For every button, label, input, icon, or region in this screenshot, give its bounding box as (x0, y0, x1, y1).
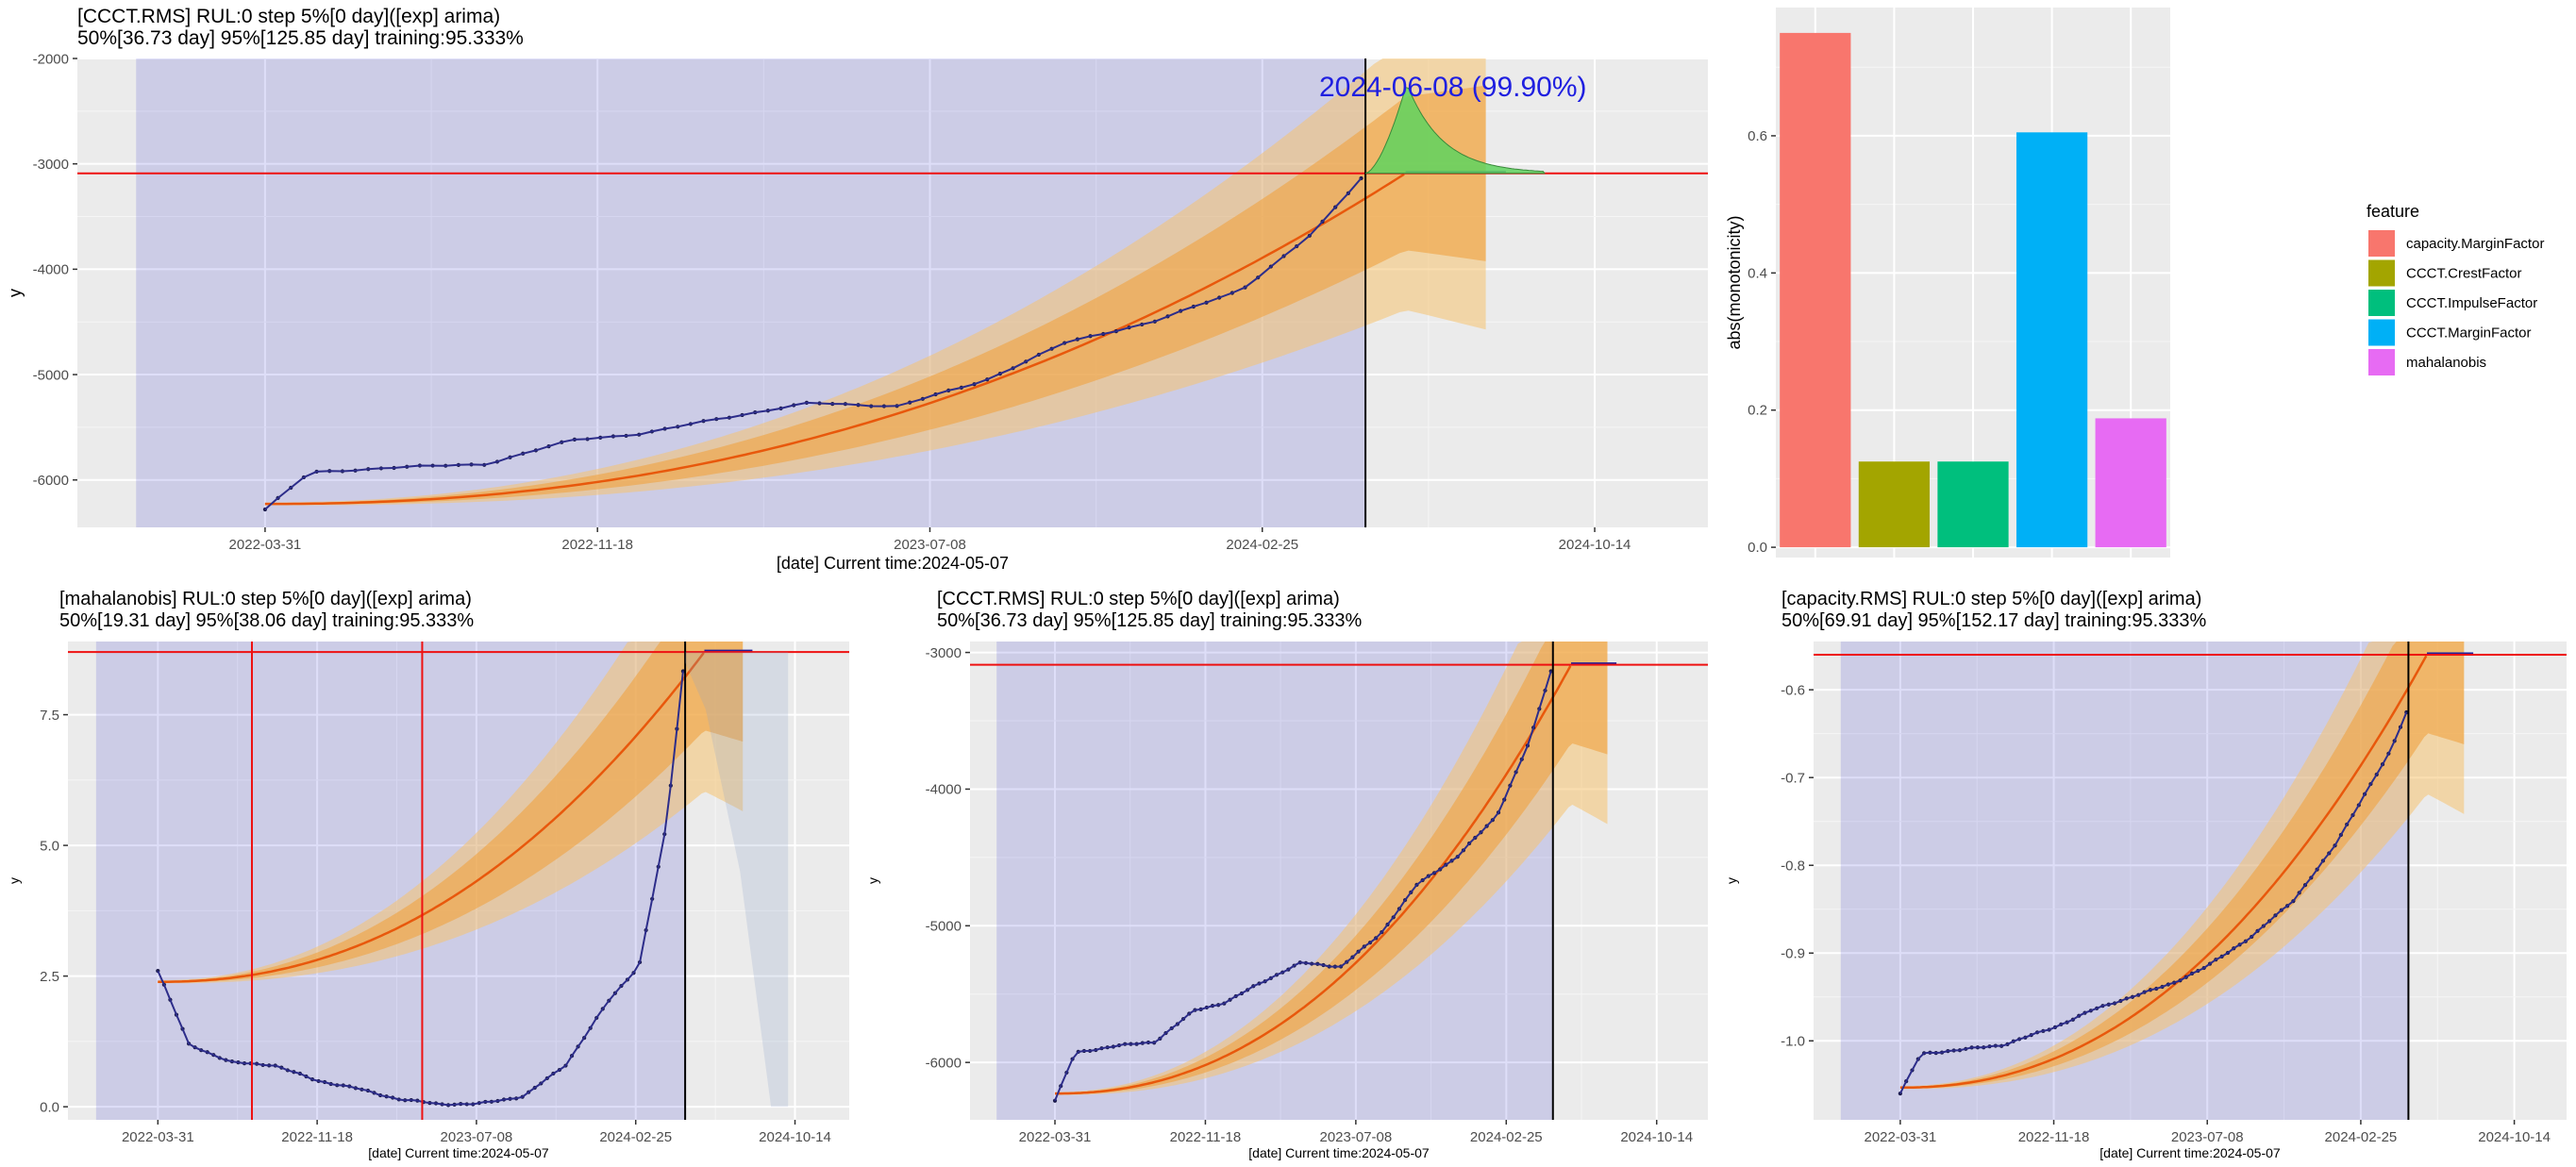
legend-label: mahalanobis (2406, 355, 2486, 371)
x-tick-label: 2024-02-25 (1226, 537, 1298, 553)
capacity-rms-chart-svg: 2022-03-31 2022-11-18 2023-07-08 2024-02-25… (1724, 642, 2567, 1160)
y-tick-label: -1.0 (1781, 1034, 1805, 1050)
top-chart-svg: 2022-03-31 2022-11-18 2023-07-08 2024-02-25… (6, 51, 1708, 573)
capacity-rms-title-line1: [capacity.RMS] RUL:0 step 5%[0 day]([exp… (1781, 589, 2202, 609)
failure-probability-area (1364, 87, 1546, 175)
y-tick-label: -0.9 (1781, 945, 1805, 961)
forecast-band-95 (1899, 642, 2465, 1090)
monotonicity-bar-panel: 0.0 0.2 0.4 0.6 abs(monotonicity) feature capa… (1717, 0, 2576, 585)
monotonicity-bar-svg: 0.0 0.2 0.4 0.6 abs(monotonicity) feature capa… (1725, 8, 2544, 558)
observed-line (157, 671, 684, 1107)
mahalanobis-chart-svg: 2022-03-31 2022-11-18 2023-07-08 2024-02-25… (7, 642, 849, 1160)
x-tick-label: 2023-07-08 (1319, 1129, 1392, 1145)
x-tick-label: 2023-07-08 (2171, 1129, 2244, 1145)
x-tick-label: 2022-03-31 (1864, 1129, 1936, 1145)
y-tick-label: 7.5 (40, 708, 59, 724)
bar-ccct-marginfactor (2016, 132, 2088, 548)
y-tick-label: 0.0 (40, 1099, 59, 1115)
legend-swatch (2368, 290, 2395, 316)
y-tick-label: -4000 (926, 782, 962, 798)
legend-swatch (2368, 319, 2395, 346)
y-tick-label: 0.6 (1748, 128, 1767, 144)
x-tick-label: 2022-11-18 (2018, 1129, 2090, 1145)
legend-swatch (2368, 259, 2395, 287)
y-tick-label: -6000 (926, 1055, 962, 1071)
x-axis-title: [date] Current time:2024-05-07 (368, 1145, 549, 1160)
y-tick-label: -3000 (926, 645, 962, 661)
fit-line (1899, 655, 2428, 1090)
y-tick-label: -4000 (33, 262, 69, 278)
ccct-rms-title-line1: [CCCT.RMS] RUL:0 step 5%[0 day]([exp] ar… (937, 589, 1340, 609)
mahalanobis-chart-panel: [mahalanobis] RUL:0 step 5%[0 day]([exp]… (0, 585, 859, 1167)
legend-swatch (2368, 349, 2395, 375)
x-tick-label: 2024-02-25 (1470, 1129, 1543, 1145)
ccct-rms-chart-panel: [CCCT.RMS] RUL:0 step 5%[0 day]([exp] ar… (859, 585, 1717, 1167)
y-tick-label: -6000 (33, 473, 69, 489)
capacity-rms-chart-panel: [capacity.RMS] RUL:0 step 5%[0 day]([exp… (1717, 585, 2576, 1167)
x-tick-label: 2022-11-18 (561, 537, 633, 553)
y-axis-title: y (6, 289, 25, 297)
fit-line (264, 173, 1405, 506)
ccct-rms-title-line2: 50%[36.73 day] 95%[125.85 day] training:… (937, 610, 1363, 631)
x-tick-label: 2024-10-14 (2478, 1129, 2551, 1145)
observed-line (264, 177, 1363, 510)
x-axis-title: [date] Current time:2024-05-07 (2099, 1145, 2281, 1160)
bar-ccct-impulsefactor (1937, 461, 2009, 548)
x-tick-label: 2023-07-08 (441, 1129, 513, 1145)
x-tick-label: 2022-03-31 (229, 537, 302, 553)
x-tick-label: 2023-07-08 (894, 537, 966, 553)
bar-ccct-crestfactor (1858, 461, 1931, 548)
bar-y-axis-title: abs(monotonicity) (1725, 215, 1744, 349)
capacity-rms-title-line2: 50%[69.91 day] 95%[152.17 day] training:… (1781, 610, 2207, 631)
y-tick-label: -2000 (33, 51, 69, 67)
x-axis-title: [date] Current time:2024-05-07 (777, 554, 1009, 573)
legend-label: CCCT.CrestFactor (2406, 266, 2522, 282)
grey-uncertainty-area (685, 652, 789, 1108)
top-chart-title-line1: [CCCT.RMS] RUL:0 step 5%[0 day]([exp] ar… (77, 6, 501, 27)
y-tick-label: 2.5 (40, 969, 59, 985)
top-chart-panel: [CCCT.RMS] RUL:0 step 5%[0 day]([exp] ar… (0, 0, 1717, 585)
y-axis-title: y (865, 877, 880, 884)
y-axis-title: y (7, 877, 22, 884)
fit-line (1055, 665, 1572, 1095)
y-tick-label: -5000 (33, 367, 69, 383)
legend-label: CCCT.MarginFactor (2406, 325, 2532, 342)
x-tick-label: 2024-10-14 (1559, 537, 1631, 553)
legend-title: feature (2367, 202, 2419, 221)
x-tick-label: 2024-10-14 (1620, 1129, 1693, 1145)
x-tick-label: 2024-10-14 (759, 1129, 831, 1145)
y-tick-label: 5.0 (40, 838, 59, 854)
y-tick-label: 0.4 (1748, 265, 1767, 281)
y-tick-label: -3000 (33, 157, 69, 173)
failure-date-annotation: 2024-06-08 (99.90%) (1319, 72, 1587, 103)
y-tick-label: 0.2 (1748, 403, 1767, 419)
x-tick-label: 2022-03-31 (1019, 1129, 1092, 1145)
x-tick-label: 2022-03-31 (122, 1129, 194, 1145)
x-tick-label: 2024-02-25 (2325, 1129, 2398, 1145)
legend-swatch (2368, 230, 2395, 257)
y-tick-label: -0.6 (1781, 682, 1805, 698)
y-tick-label: -5000 (926, 919, 962, 935)
ccct-rms-chart-svg: 2022-03-31 2022-11-18 2023-07-08 2024-02-25… (865, 642, 1708, 1160)
observed-line (1899, 711, 2408, 1094)
y-tick-label: -0.8 (1781, 858, 1805, 874)
y-tick-label: 0.0 (1748, 540, 1767, 556)
fit-line (158, 652, 705, 983)
bar-mahalanobis (2095, 418, 2166, 548)
x-tick-label: 2022-11-18 (1170, 1129, 1242, 1145)
legend-label: capacity.MarginFactor (2406, 236, 2544, 252)
forecast-band-95 (158, 642, 744, 984)
forecast-band-95 (1055, 642, 1608, 1095)
observed-line (1054, 671, 1552, 1102)
y-tick-label: -0.7 (1781, 770, 1805, 786)
x-axis-title: [date] Current time:2024-05-07 (1248, 1145, 1430, 1160)
x-tick-label: 2024-02-25 (599, 1129, 672, 1145)
bar-capacity-marginfactor (1780, 32, 1851, 548)
x-tick-label: 2022-11-18 (281, 1129, 353, 1145)
mahalanobis-title-line2: 50%[19.31 day] 95%[38.06 day] training:9… (59, 610, 475, 631)
top-chart-title-line2: 50%[36.73 day] 95%[125.85 day] training:… (77, 27, 524, 49)
y-axis-title: y (1724, 877, 1739, 884)
legend-label: CCCT.ImpulseFactor (2406, 295, 2537, 311)
mahalanobis-title-line1: [mahalanobis] RUL:0 step 5%[0 day]([exp]… (59, 589, 472, 609)
